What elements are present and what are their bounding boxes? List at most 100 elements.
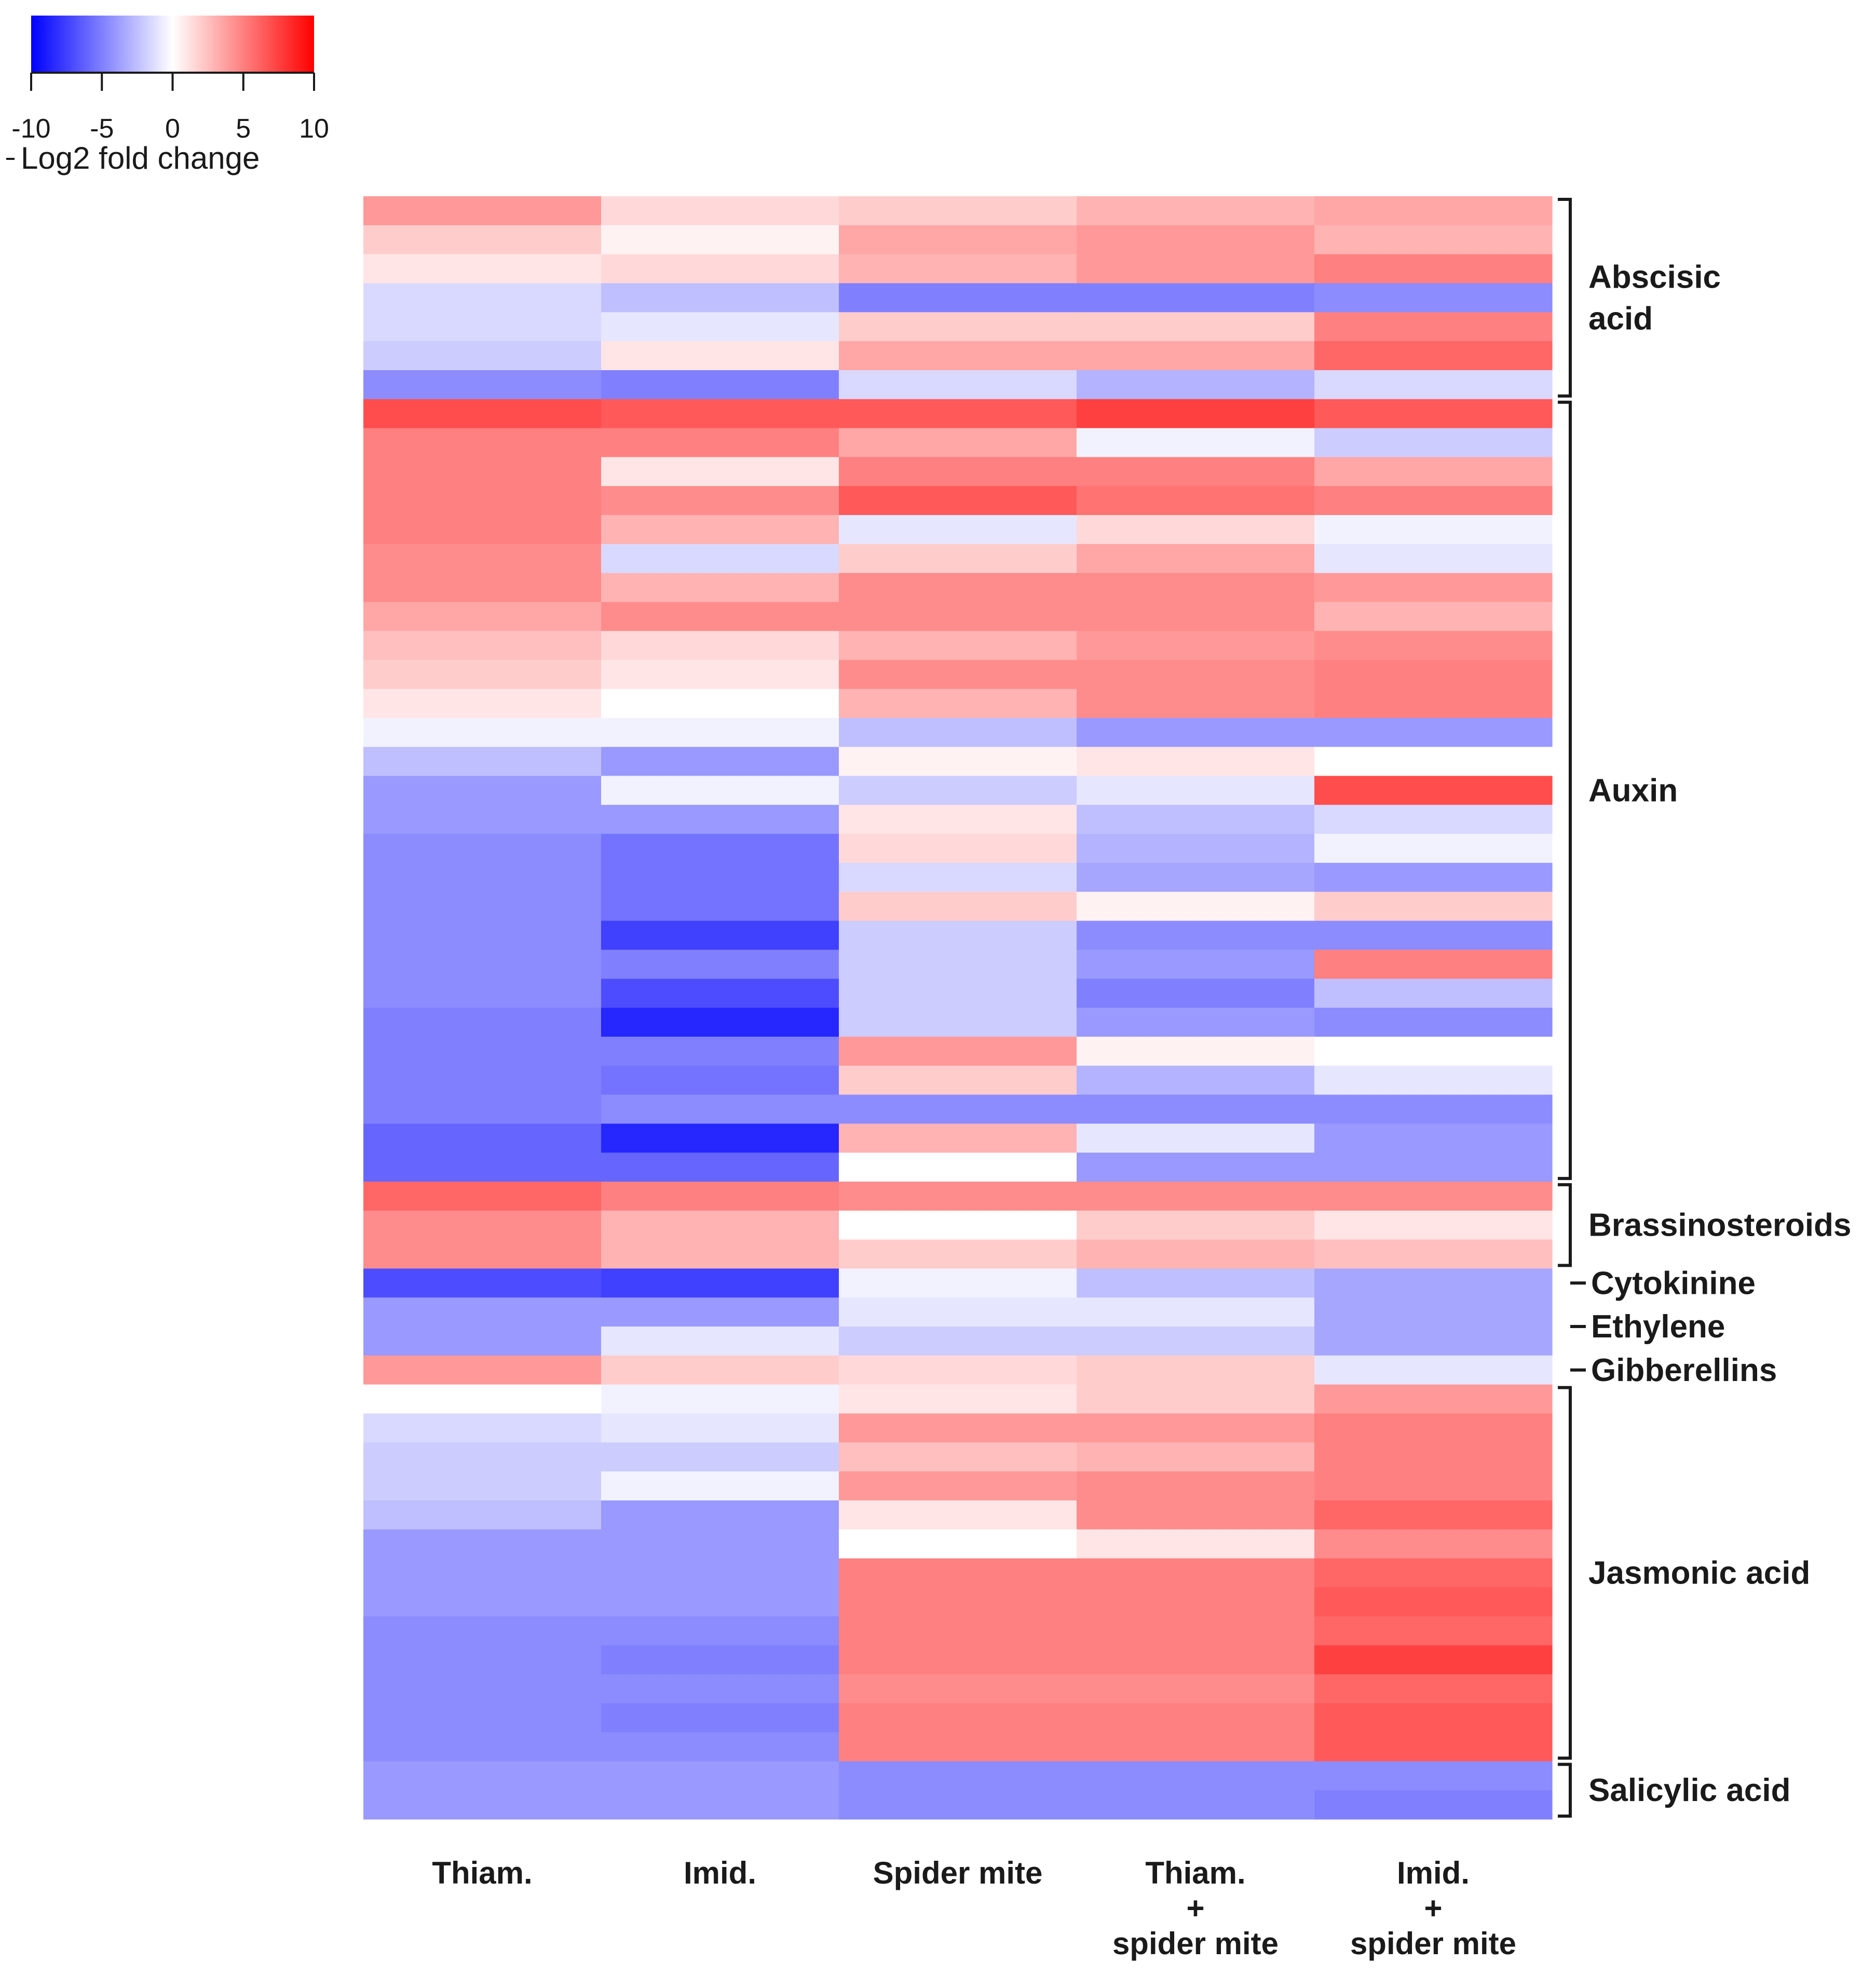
heatmap-cell [1314, 399, 1553, 429]
heatmap-cell [363, 399, 602, 429]
heatmap-cell [601, 688, 839, 719]
heatmap-cell [363, 660, 602, 689]
color-legend: -10 -5 0 5 10 Log2 fold change [6, 16, 329, 175]
heatmap-cell [1314, 718, 1553, 748]
heatmap-cell [1077, 950, 1315, 979]
heatmap-cell [839, 1008, 1077, 1037]
heatmap-cell [1314, 776, 1553, 805]
heatmap-cell [363, 1500, 602, 1530]
heatmap-cell [1077, 805, 1315, 834]
heatmap-cell [1077, 1036, 1315, 1066]
heatmap-cell [839, 834, 1077, 863]
heatmap-cell [1314, 283, 1553, 313]
heatmap-cell [363, 631, 602, 660]
heatmap-cell [839, 660, 1077, 689]
legend-tick-label: 5 [236, 114, 251, 144]
heatmap-cell [839, 515, 1077, 545]
heatmap-cell [601, 1297, 839, 1327]
heatmap-cell [363, 1384, 602, 1414]
heatmap-cell [363, 747, 602, 777]
heatmap-cell [1077, 486, 1315, 516]
heatmap-cell [1077, 891, 1315, 922]
heatmap-cell [839, 1036, 1077, 1066]
heatmap-cell [363, 254, 602, 284]
heatmap-cell [363, 1181, 602, 1211]
heatmap-cell [839, 399, 1077, 429]
heatmap-cell [601, 1210, 839, 1240]
heatmap-cell [1077, 1094, 1315, 1124]
legend-tick-label: 0 [165, 114, 180, 144]
heatmap-cell [363, 862, 602, 892]
heatmap-cell [601, 254, 839, 284]
heatmap-cell [601, 921, 839, 950]
heatmap-cell [601, 1384, 839, 1414]
heatmap-cell [363, 1065, 602, 1095]
group-label: Auxin [1588, 773, 1678, 808]
heatmap-cell [839, 1674, 1077, 1704]
heatmap-cell [601, 1153, 839, 1182]
heatmap-cell [839, 254, 1077, 284]
heatmap-cell [839, 341, 1077, 371]
heatmap-cell [1077, 1181, 1315, 1211]
heatmap-cell [363, 1210, 602, 1240]
heatmap-cell [601, 1008, 839, 1037]
heatmap-cell [839, 921, 1077, 950]
heatmap-cell [1077, 283, 1315, 313]
heatmap-cell [601, 1529, 839, 1559]
heatmap-cell [601, 1558, 839, 1588]
heatmap-cell [363, 283, 602, 313]
heatmap-cell [1314, 254, 1553, 284]
heatmap-cell [839, 1268, 1077, 1298]
group-bracket [1558, 400, 1572, 1180]
heatmap-cell [1314, 428, 1553, 457]
heatmap-cell [363, 1616, 602, 1646]
heatmap-cell [363, 1327, 602, 1356]
heatmap-cell [363, 950, 602, 979]
heatmap-cell [1077, 1529, 1315, 1559]
heatmap-cell [1077, 1327, 1315, 1356]
heatmap-cell [363, 891, 602, 922]
column-labels: Thiam. Imid. Spider mite Thiam. + spider mite… [432, 1856, 1516, 1961]
heatmap-cell [839, 1297, 1077, 1327]
heatmap-cell [839, 1529, 1077, 1559]
heatmap-cell [839, 950, 1077, 979]
heatmap-cell [363, 834, 602, 863]
heatmap-cell [363, 921, 602, 950]
heatmap-cell [1077, 1124, 1315, 1153]
heatmap-cell [1077, 457, 1315, 486]
heatmap-cell [1314, 1008, 1553, 1037]
heatmap-cell [1314, 1500, 1553, 1530]
heatmap-cell [1077, 1239, 1315, 1269]
heatmap-cell [1077, 776, 1315, 805]
heatmap-cell [601, 1645, 839, 1675]
heatmap-cell [1314, 1094, 1553, 1124]
heatmap-cell [1314, 921, 1553, 950]
heatmap-cell [839, 631, 1077, 660]
heatmap-cell [839, 312, 1077, 342]
heatmap-cell [1314, 1732, 1553, 1762]
heatmap-cell [839, 486, 1077, 516]
heatmap-cell [839, 1327, 1077, 1356]
heatmap-cell [839, 1153, 1077, 1182]
heatmap-cell [1077, 979, 1315, 1008]
heatmap-cell [1077, 602, 1315, 631]
group-label: Brassinosteroids [1588, 1208, 1852, 1243]
heatmap-cell [839, 1210, 1077, 1240]
heatmap-cell [839, 1500, 1077, 1530]
heatmap-cell [1314, 225, 1553, 255]
heatmap-cell [839, 1181, 1077, 1211]
heatmap-cell [601, 718, 839, 748]
heatmap-cell [1314, 1327, 1553, 1356]
heatmap-cell [601, 1327, 839, 1356]
heatmap-cell [363, 1587, 602, 1617]
heatmap-cell [363, 196, 602, 226]
heatmap-cell [839, 862, 1077, 892]
heatmap-cell [839, 979, 1077, 1008]
heatmap-cell [1314, 573, 1553, 603]
heatmap-cell [1314, 1790, 1553, 1820]
heatmap-cell [601, 891, 839, 922]
heatmap-cell [1314, 1181, 1553, 1211]
heatmap-cell [839, 776, 1077, 805]
heatmap-cell [1314, 862, 1553, 892]
heatmap-cell [1314, 747, 1553, 777]
